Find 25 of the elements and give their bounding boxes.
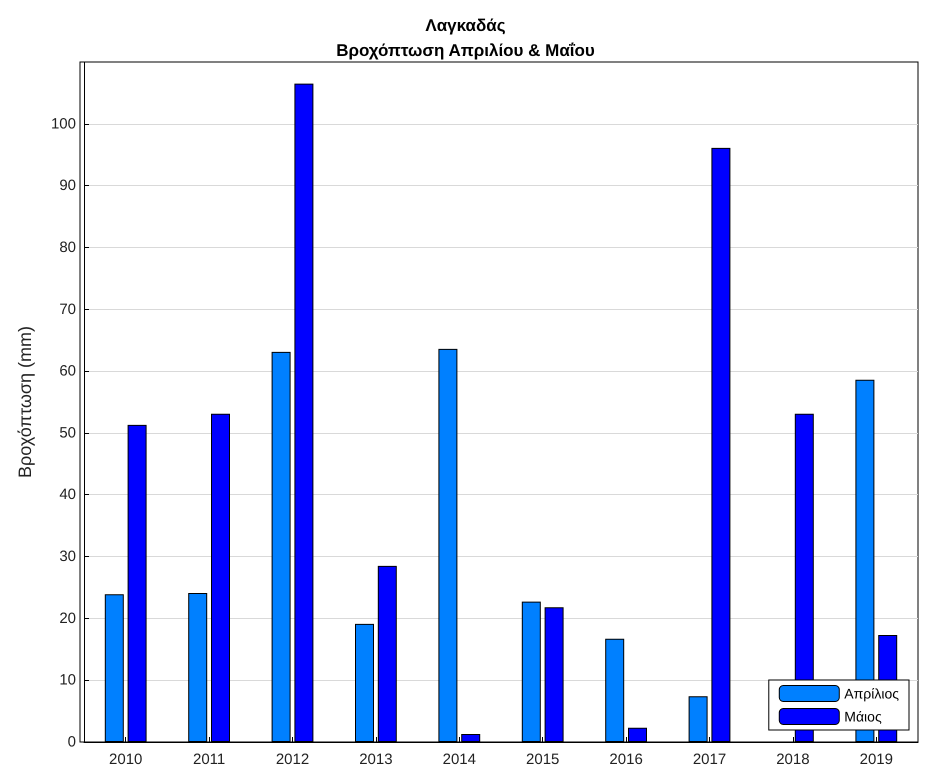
- x-tick-label: 2014: [442, 751, 476, 768]
- x-tick-label: 2012: [276, 751, 310, 768]
- y-tick-label: 20: [59, 610, 76, 627]
- y-tick-label: 70: [59, 300, 76, 318]
- x-tick-label: 2013: [359, 751, 393, 768]
- y-tick-label: 50: [59, 424, 76, 442]
- x-tick-label: 2016: [609, 751, 643, 768]
- y-tick-label: 40: [59, 486, 76, 504]
- legend-label: Απρίλιος: [844, 686, 900, 702]
- y-tick-label: 0: [68, 734, 76, 750]
- chart-title: Λαγκαδάς Βροχόπτωση Απριλίου & Μαΐου: [336, 16, 595, 60]
- y-tick-label: 90: [59, 177, 76, 194]
- y-tick-label: 100: [50, 115, 76, 132]
- y-tick-label: 10: [59, 672, 76, 689]
- x-tick-label: 2010: [109, 751, 142, 768]
- legend-label: Μάιος: [844, 708, 882, 724]
- x-tick-label: 2019: [860, 751, 893, 768]
- x-tick-label: 2018: [776, 751, 810, 768]
- x-tick-label: 2017: [692, 751, 726, 768]
- y-tick-label: 60: [59, 362, 76, 380]
- y-axis-title: Βροχόπτωση (mm): [15, 326, 35, 478]
- y-tick-label: 30: [59, 548, 76, 566]
- x-tick-label: 2015: [526, 751, 560, 768]
- y-tick-label: 80: [59, 238, 76, 256]
- x-tick-label: 2011: [192, 751, 226, 768]
